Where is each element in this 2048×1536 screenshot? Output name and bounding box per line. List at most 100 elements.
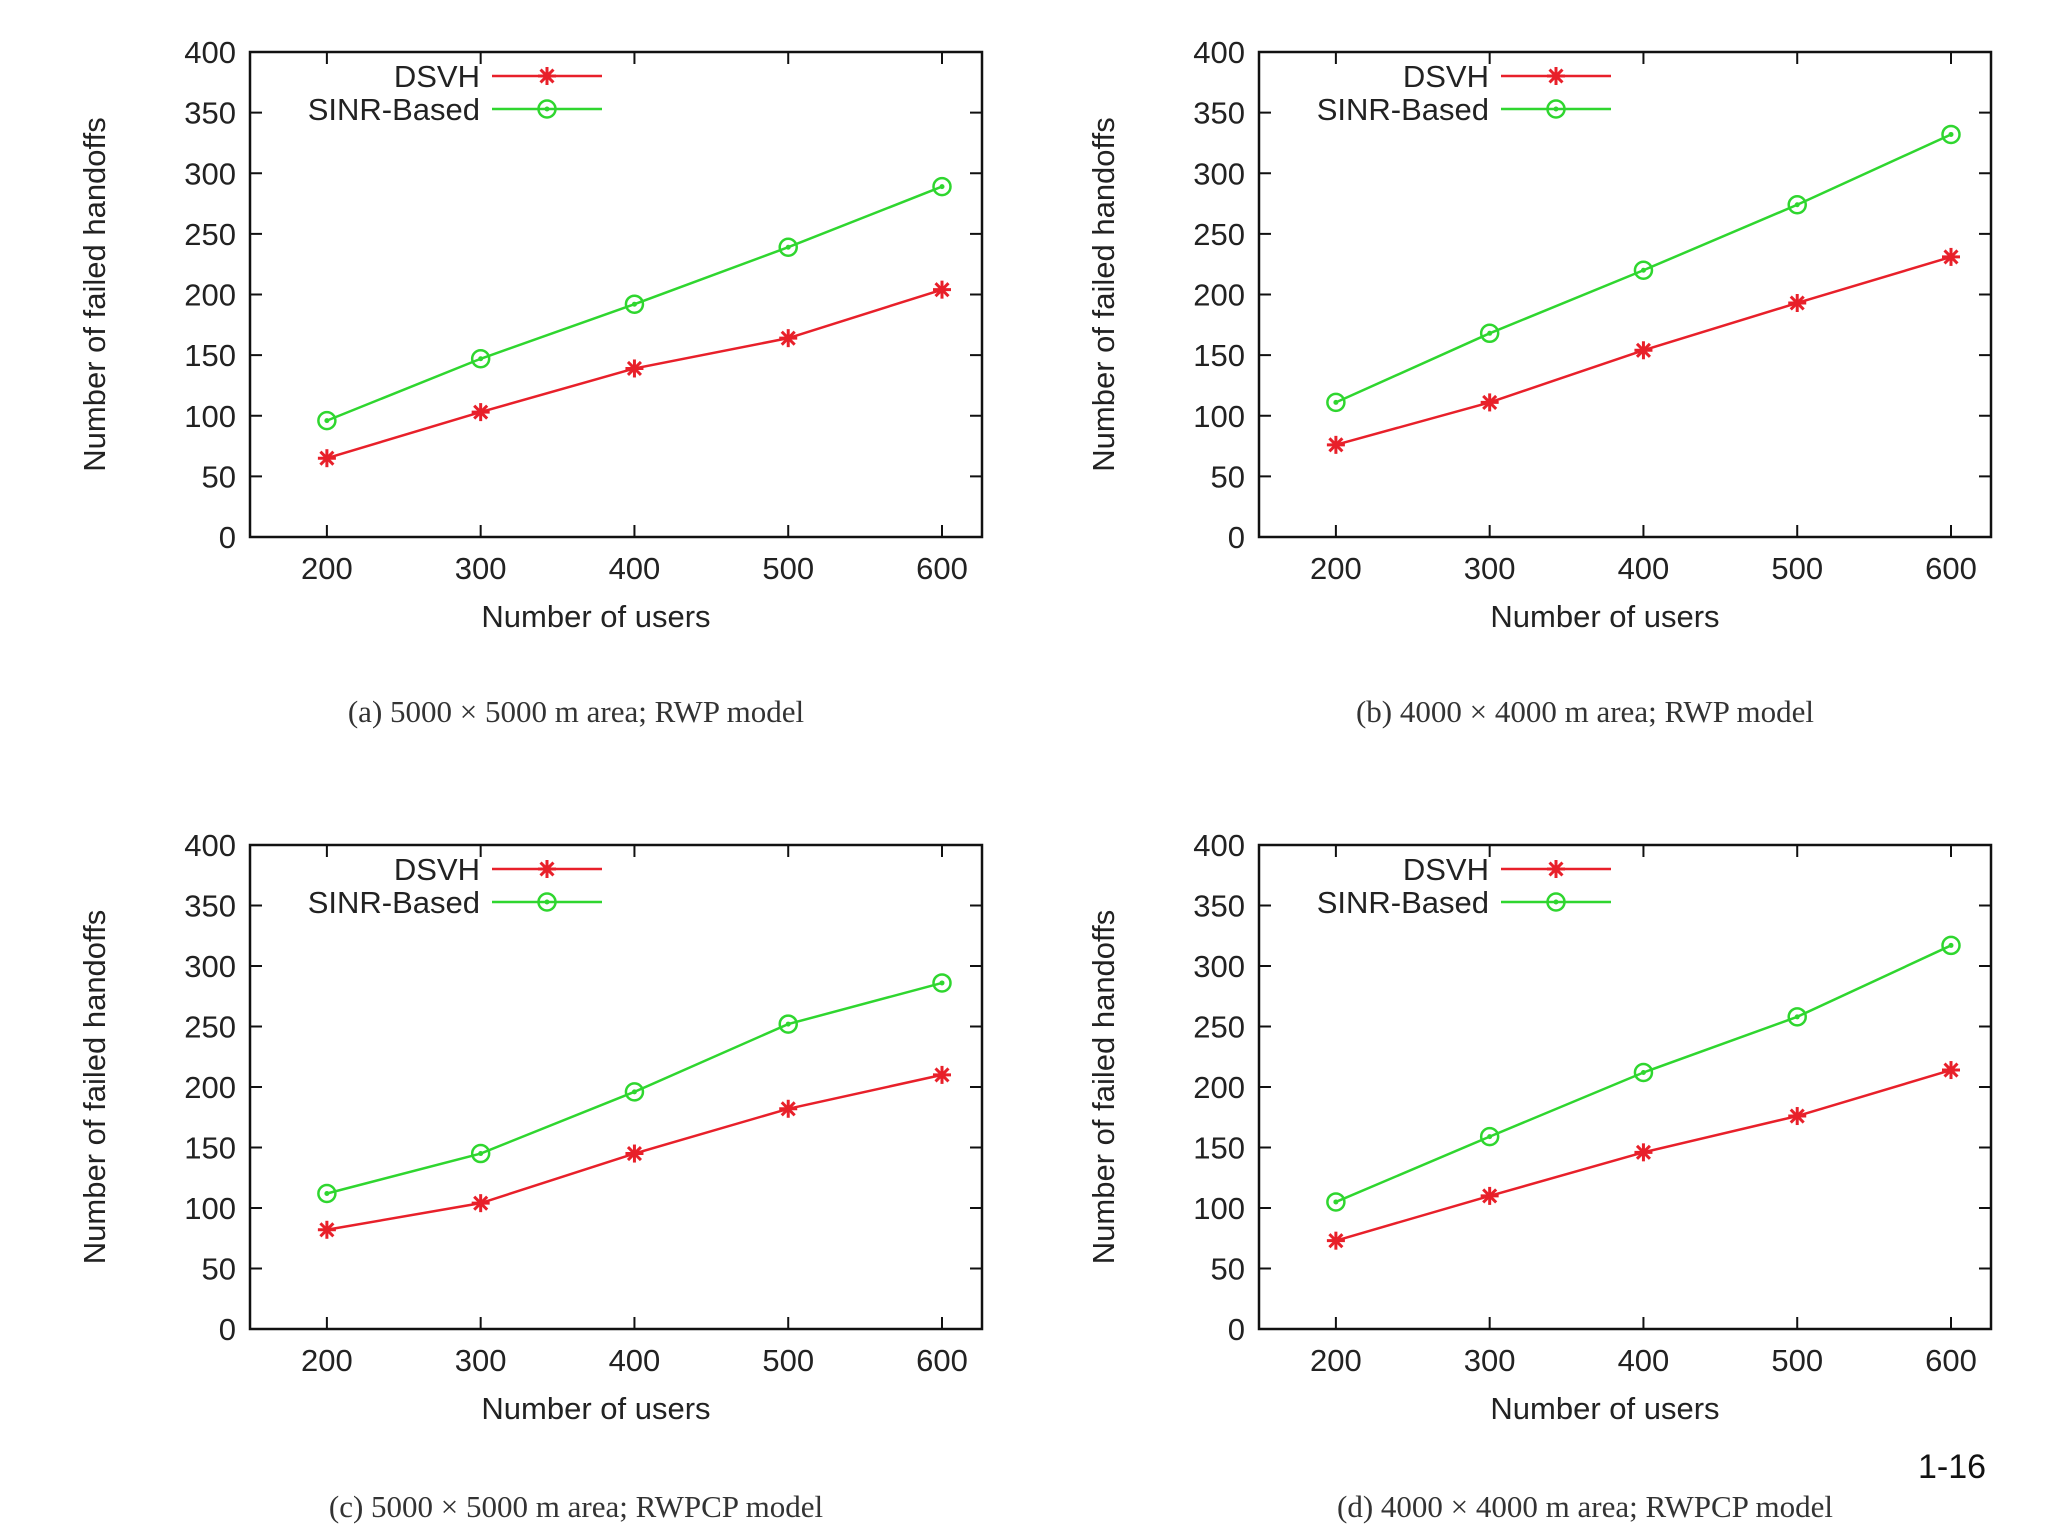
y-tick-label: 150	[184, 1131, 236, 1166]
legend-label: DSVH	[394, 852, 480, 887]
x-axis-title: Number of users	[481, 599, 710, 634]
y-tick-label: 250	[184, 217, 236, 252]
data-point-dsvh	[317, 449, 336, 468]
legend-label: SINR-Based	[1317, 885, 1489, 920]
data-point-dsvh	[1634, 1143, 1653, 1162]
y-tick-label: 300	[1193, 156, 1245, 191]
data-point-sinr	[470, 349, 491, 369]
y-tick-label: 350	[184, 96, 236, 131]
x-tick-label: 400	[1618, 1343, 1670, 1378]
legend-marker	[1546, 892, 1566, 912]
chart-panel-d: 0 50 100 150 200 250 300 350 400 200 300 400 500 600 N…	[1086, 828, 1993, 1524]
x-tick-label: 300	[1464, 551, 1516, 586]
y-tick-label: 200	[184, 278, 236, 313]
chart-panel-b: 0 50 100 150 200 250 300 350 400 200 300 400 500 600 N…	[1086, 35, 1993, 729]
y-axis-title: Number of failed handoffs	[1086, 910, 1121, 1264]
data-point-sinr	[1787, 1007, 1807, 1027]
data-point-dsvh	[1634, 341, 1653, 360]
y-axis-title: Number of failed handoffs	[1086, 117, 1121, 471]
y-tick-label: 0	[219, 520, 236, 555]
x-tick-label: 400	[1618, 551, 1670, 586]
y-tick-label: 200	[1193, 278, 1245, 313]
y-tick-label: 200	[1193, 1070, 1245, 1105]
data-point-dsvh	[1480, 1186, 1499, 1205]
y-tick-label: 250	[1193, 217, 1245, 252]
legend-label: SINR-Based	[308, 885, 480, 920]
data-point-dsvh	[779, 329, 798, 348]
data-point-sinr	[1633, 1062, 1654, 1083]
data-point-dsvh	[933, 1065, 951, 1084]
x-axis-title: Number of users	[1490, 1391, 1719, 1426]
data-point-sinr	[1326, 1192, 1346, 1212]
y-tick-label: 400	[1193, 828, 1245, 863]
data-point-dsvh	[1480, 393, 1499, 412]
legend-label: DSVH	[1403, 59, 1489, 94]
x-tick-label: 200	[1310, 1343, 1362, 1378]
y-axis-title: Number of failed handoffs	[77, 117, 112, 471]
legend-marker	[538, 67, 556, 85]
x-tick-label: 300	[1464, 1343, 1516, 1378]
x-tick-label: 400	[609, 551, 661, 586]
y-tick-label: 300	[1193, 949, 1245, 984]
x-tick-label: 400	[609, 1343, 661, 1378]
x-axis-title: Number of users	[481, 1391, 710, 1426]
y-tick-label: 0	[1228, 1312, 1245, 1347]
chart-panel-c: 0 50 100 150 200 250 300 350 400 200 300 400 500 600 N…	[77, 828, 984, 1524]
y-tick-label: 0	[219, 1312, 236, 1347]
y-tick-label: 350	[184, 889, 236, 924]
data-point-sinr	[1787, 195, 1807, 215]
y-tick-label: 300	[184, 949, 236, 984]
x-tick-label: 600	[916, 551, 968, 586]
y-tick-label: 0	[1228, 520, 1245, 555]
data-point-dsvh	[1326, 435, 1345, 454]
y-tick-label: 50	[1211, 1252, 1245, 1287]
legend-marker	[537, 99, 557, 119]
data-point-sinr	[778, 1014, 798, 1034]
legend-marker	[1547, 67, 1565, 85]
data-point-dsvh	[779, 1099, 798, 1118]
x-tick-label: 300	[455, 1343, 507, 1378]
data-point-sinr	[1479, 1126, 1500, 1147]
data-point-sinr	[1633, 260, 1654, 280]
y-tick-label: 50	[202, 1252, 236, 1287]
figure-caption: (b) 4000 × 4000 m area; RWP model	[1356, 694, 1814, 729]
data-point-dsvh	[471, 403, 490, 422]
data-point-dsvh	[317, 1220, 336, 1239]
x-tick-label: 500	[1771, 551, 1823, 586]
legend-marker	[1546, 99, 1566, 119]
x-tick-label: 600	[916, 1343, 968, 1378]
data-point-sinr	[1941, 124, 1961, 145]
data-point-dsvh	[625, 1144, 644, 1163]
x-tick-label: 500	[1771, 1343, 1823, 1378]
data-point-sinr	[932, 973, 952, 993]
x-tick-label: 200	[1310, 551, 1362, 586]
y-tick-label: 100	[1193, 1191, 1245, 1226]
data-point-dsvh	[933, 280, 951, 299]
y-tick-label: 150	[1193, 338, 1245, 373]
data-point-sinr	[1479, 323, 1500, 344]
data-point-sinr	[932, 176, 952, 197]
y-tick-label: 150	[1193, 1131, 1245, 1166]
legend-marker	[1547, 860, 1565, 878]
y-tick-label: 100	[184, 1191, 236, 1226]
data-point-dsvh	[1788, 293, 1807, 312]
figure-caption: (c) 5000 × 5000 m area; RWPCP model	[329, 1489, 823, 1524]
x-axis-title: Number of users	[1490, 599, 1719, 634]
y-tick-label: 50	[1211, 459, 1245, 494]
figure-caption: (a) 5000 × 5000 m area; RWP model	[348, 694, 804, 729]
figure-caption: (d) 4000 × 4000 m area; RWPCP model	[1337, 1489, 1833, 1524]
legend-marker	[538, 860, 556, 878]
x-tick-label: 200	[301, 551, 353, 586]
y-tick-label: 50	[202, 459, 236, 494]
y-tick-label: 300	[184, 156, 236, 191]
x-tick-label: 200	[301, 1343, 353, 1378]
legend-label: DSVH	[394, 59, 480, 94]
legend-label: SINR-Based	[308, 92, 480, 127]
y-tick-label: 350	[1193, 96, 1245, 131]
legend-marker	[537, 892, 557, 912]
data-point-sinr	[1326, 392, 1346, 413]
data-point-sinr	[470, 1143, 491, 1164]
data-point-dsvh	[1942, 247, 1960, 266]
data-point-sinr	[1941, 935, 1961, 956]
